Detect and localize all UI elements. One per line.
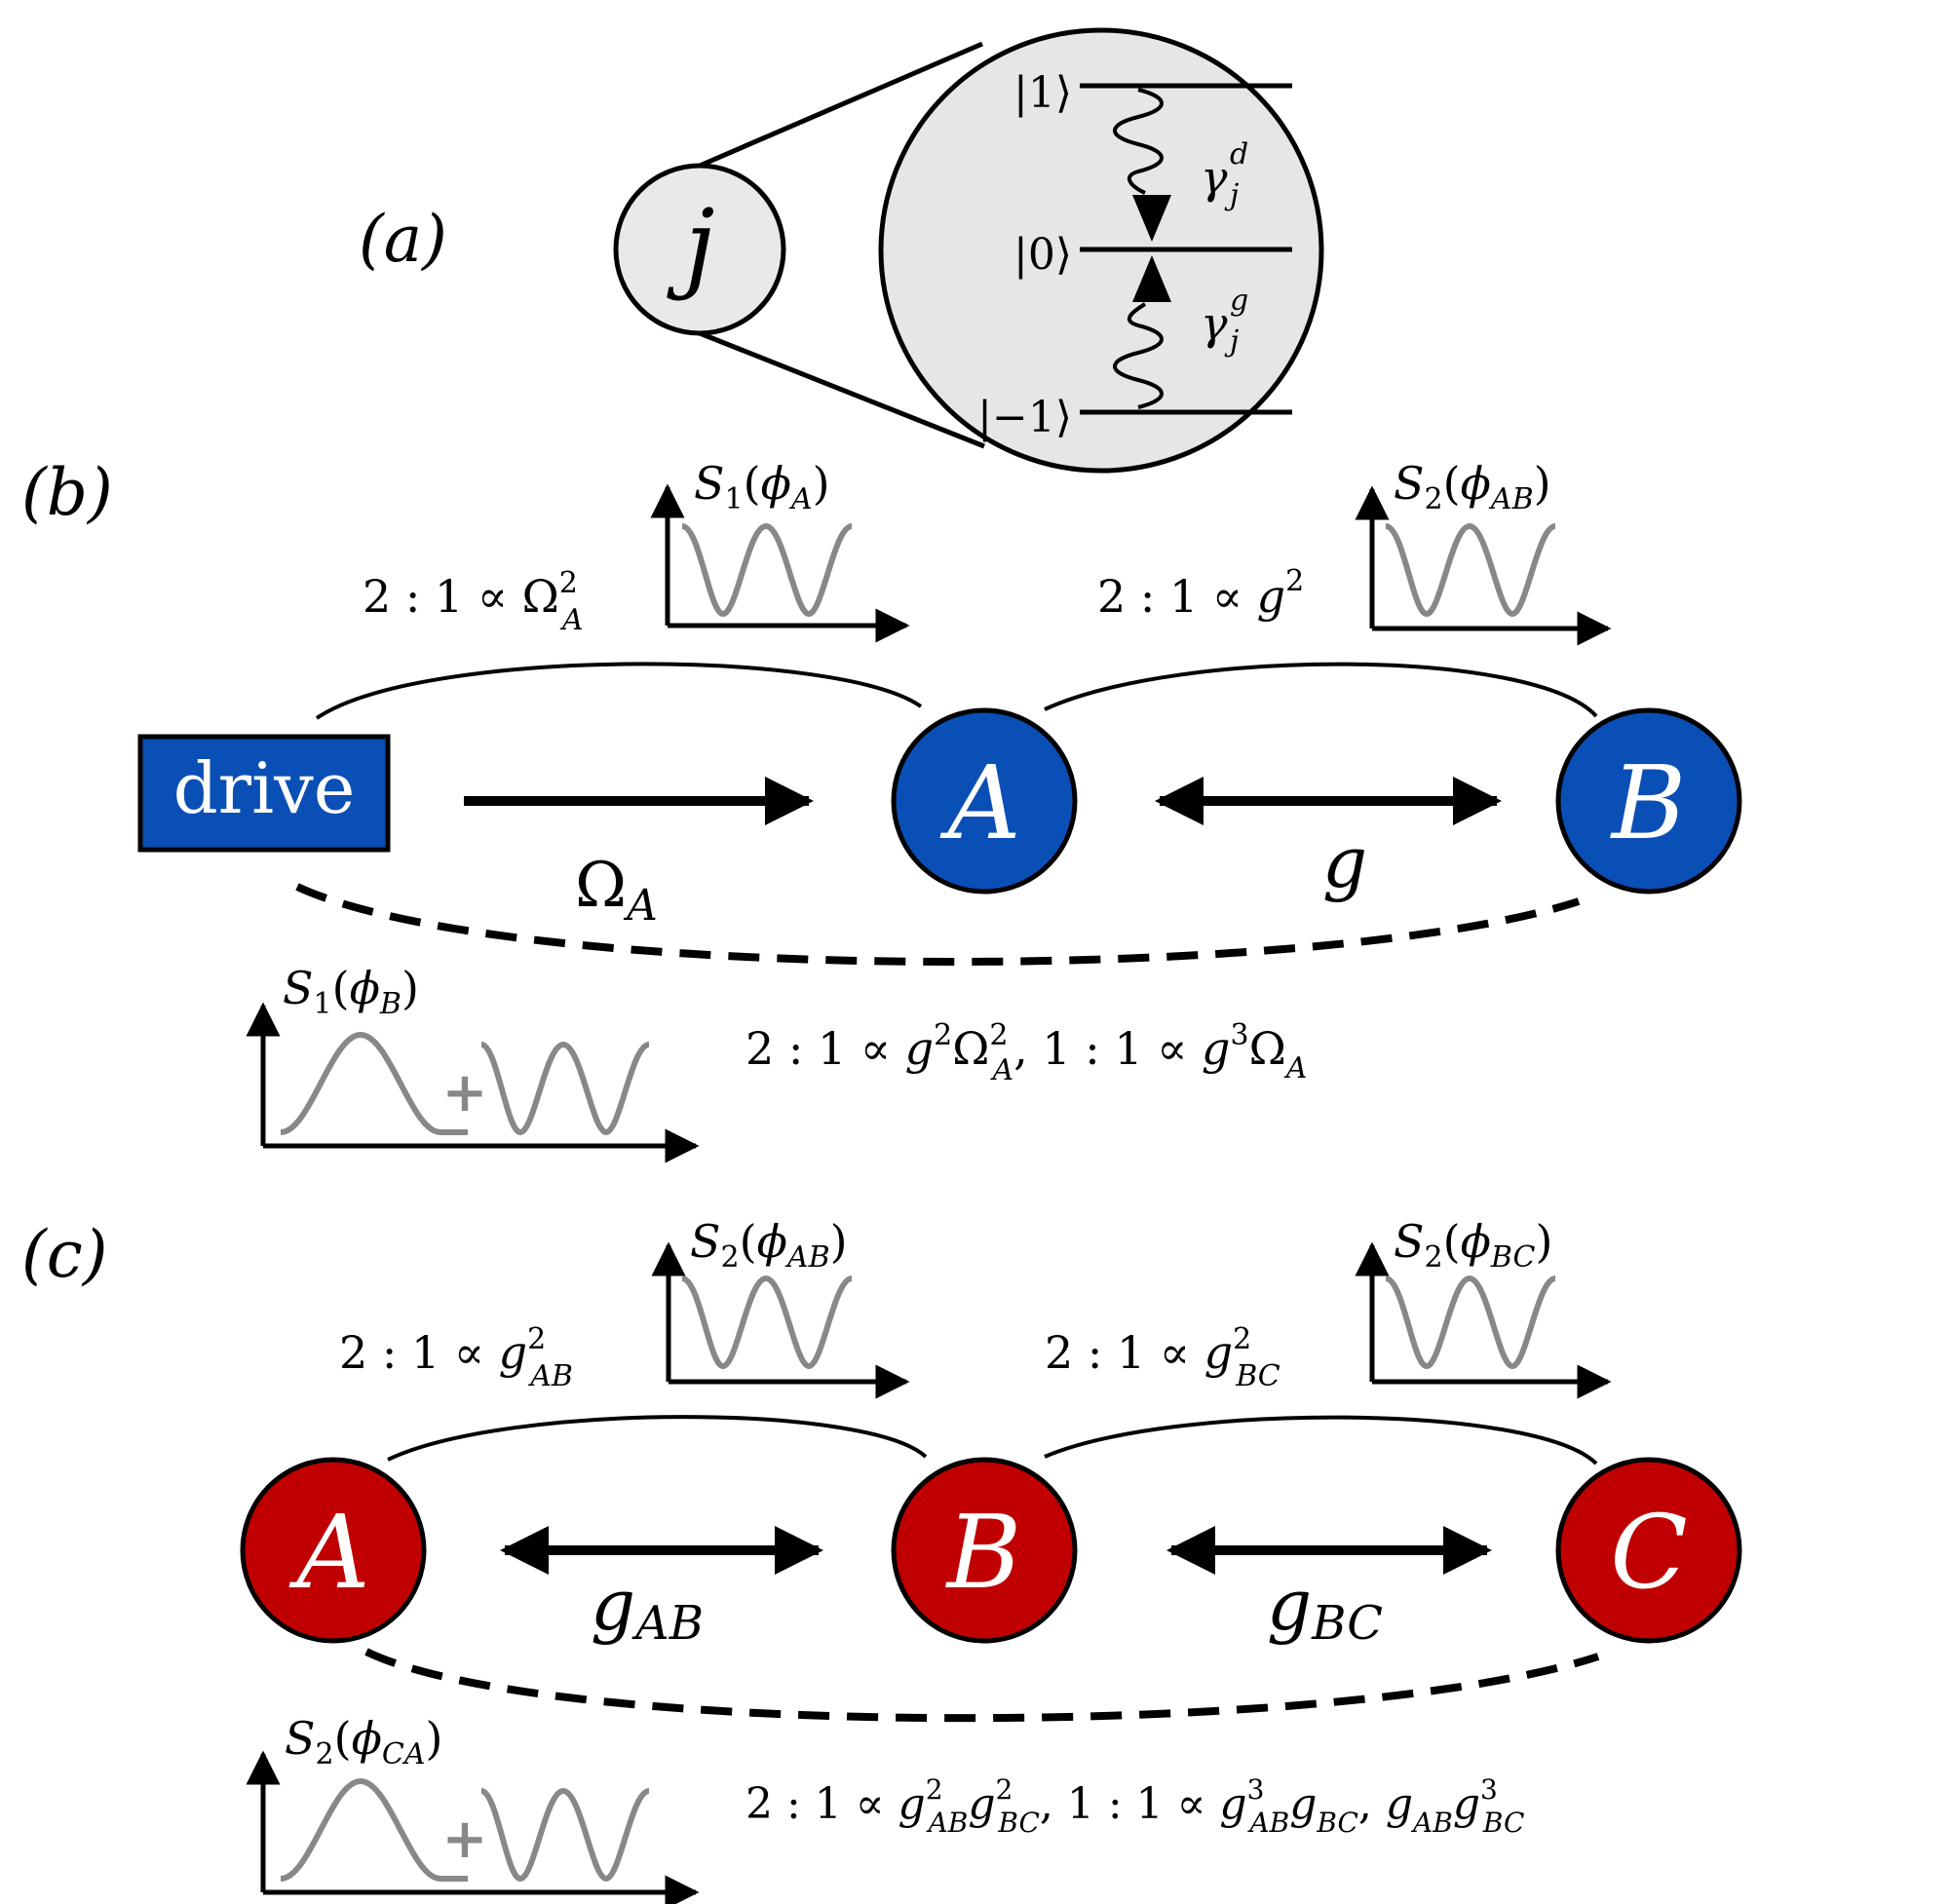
- node-a-red: [240, 1457, 427, 1644]
- plot-s2-phiAB-c: S2(ϕAB): [651, 1215, 910, 1399]
- decay-d-wave: [1113, 88, 1164, 195]
- arc-a-b-c: [387, 1415, 928, 1462]
- g-bc-label: gBC: [1267, 1564, 1383, 1651]
- arc-b-c: [1044, 1415, 1598, 1466]
- ket-1: |1⟩: [1013, 68, 1072, 118]
- panel-c-label: (c): [21, 1217, 107, 1292]
- omega-a-label: ΩA: [575, 850, 658, 931]
- plot-s1-phiB-curve-slow: [280, 1031, 468, 1135]
- decay-d-arrowhead: [1132, 195, 1171, 242]
- arc-c-a-dashed: [364, 1648, 1600, 1723]
- zoom-line-bottom: [699, 330, 985, 449]
- plot-s1-phiB: S1(ϕB) +: [246, 962, 700, 1163]
- arc-drive-a: [315, 662, 923, 720]
- drive-label: drive: [173, 747, 356, 829]
- zoom-line-top: [699, 41, 983, 169]
- node-c-red-label: C: [1610, 1493, 1688, 1612]
- panel-b-bottom-formula: 2 : 1 ∝ g2Ω2 A, 1 : 1 ∝ g3ΩA: [745, 1018, 1307, 1087]
- node-a-red-label: A: [288, 1493, 369, 1612]
- plot-s2-phiAB-curve: [1384, 522, 1557, 618]
- arc-drive-b-dashed: [295, 883, 1581, 966]
- arc-a-b-c-label: 2 : 1 ∝ g2 AB: [339, 1322, 573, 1393]
- node-b-red: [891, 1457, 1078, 1644]
- svg-text:g: g: [1230, 284, 1248, 318]
- plot-s2-phiCA-plus: +: [442, 1807, 488, 1871]
- svg-text:γ: γ: [1201, 151, 1228, 204]
- site-j-circle: [613, 163, 786, 336]
- g-ab-label: gAB: [591, 1564, 704, 1651]
- arc-a-b: [1044, 662, 1598, 718]
- panel-b: (b) S1(ϕA) S2(ϕAB) 2 : 1 ∝ Ω2 A 2 : 1 ∝ g…: [21, 455, 1742, 1163]
- panel-c: (c) S2(ϕAB) S2(ϕBC) 2 : 1 ∝ g2 AB 2 : 1 ∝…: [21, 1215, 1742, 1904]
- svg-text:γ: γ: [1201, 297, 1228, 350]
- arc-b-c-label: 2 : 1 ∝ g2 BC: [1045, 1322, 1280, 1393]
- svg-text:S1(ϕB): S1(ϕB): [283, 962, 419, 1021]
- plot-s1-phiB-curve-fast: [479, 1041, 651, 1136]
- plot-s2-phiCA: S2(ϕCA) +: [246, 1712, 700, 1904]
- panel-a-label: (a): [359, 202, 447, 277]
- plot-s1-phiA-curve: [680, 522, 854, 618]
- decay-g-arrowhead: [1132, 255, 1171, 302]
- plot-s2-phiAB: S2(ϕAB): [1355, 457, 1612, 646]
- panel-b-label: (b): [21, 455, 113, 530]
- plot-s1-phiA: S1(ϕA): [650, 457, 910, 643]
- node-b-blue-label: B: [1610, 743, 1686, 862]
- ket-0: |0⟩: [1013, 230, 1072, 280]
- node-a-blue-label: A: [939, 743, 1020, 862]
- node-c-red: [1555, 1457, 1742, 1644]
- node-a-blue: [891, 707, 1078, 895]
- plot-s2-phiBC: S2(ϕBC): [1355, 1215, 1612, 1399]
- node-b-blue: [1555, 707, 1742, 895]
- svg-text:S2(ϕAB): S2(ϕAB): [690, 1215, 848, 1275]
- svg-text:d: d: [1230, 137, 1248, 171]
- svg-text:S1(ϕA): S1(ϕA): [694, 457, 830, 516]
- g-label: g: [1322, 821, 1367, 903]
- panel-a: (a) j |1⟩ |0⟩ |−1⟩ γ d j γ g j: [359, 27, 1324, 474]
- plot-s2-phiBC-curve: [1384, 1275, 1557, 1370]
- plot-s1-phiB-plus: +: [442, 1060, 488, 1124]
- plot-s2-phiCA-curve-slow: [280, 1777, 468, 1882]
- decay-g-wave: [1113, 302, 1164, 409]
- svg-text:S2(ϕBC): S2(ϕBC): [1394, 1215, 1552, 1275]
- drive-box: [137, 734, 391, 853]
- panel-c-bottom-formula: 2 : 1 ∝ g2 ABg2 BC, 1 : 1 ∝ g3 ABgBC, gABg3…: [745, 1773, 1524, 1839]
- ket-minus-1: |−1⟩: [977, 393, 1072, 442]
- plot-s2-phiAB-c-curve: [680, 1275, 854, 1370]
- svg-text:S2(ϕAB): S2(ϕAB): [1394, 457, 1551, 516]
- arc-drive-a-label: 2 : 1 ∝ Ω2 A: [363, 566, 584, 637]
- plot-s2-phiCA-curve-fast: [479, 1787, 651, 1883]
- node-b-red-label: B: [945, 1493, 1021, 1612]
- svg-text:S2(ϕCA): S2(ϕCA): [285, 1712, 443, 1771]
- arc-a-b-label: 2 : 1 ∝ g2: [1097, 564, 1304, 623]
